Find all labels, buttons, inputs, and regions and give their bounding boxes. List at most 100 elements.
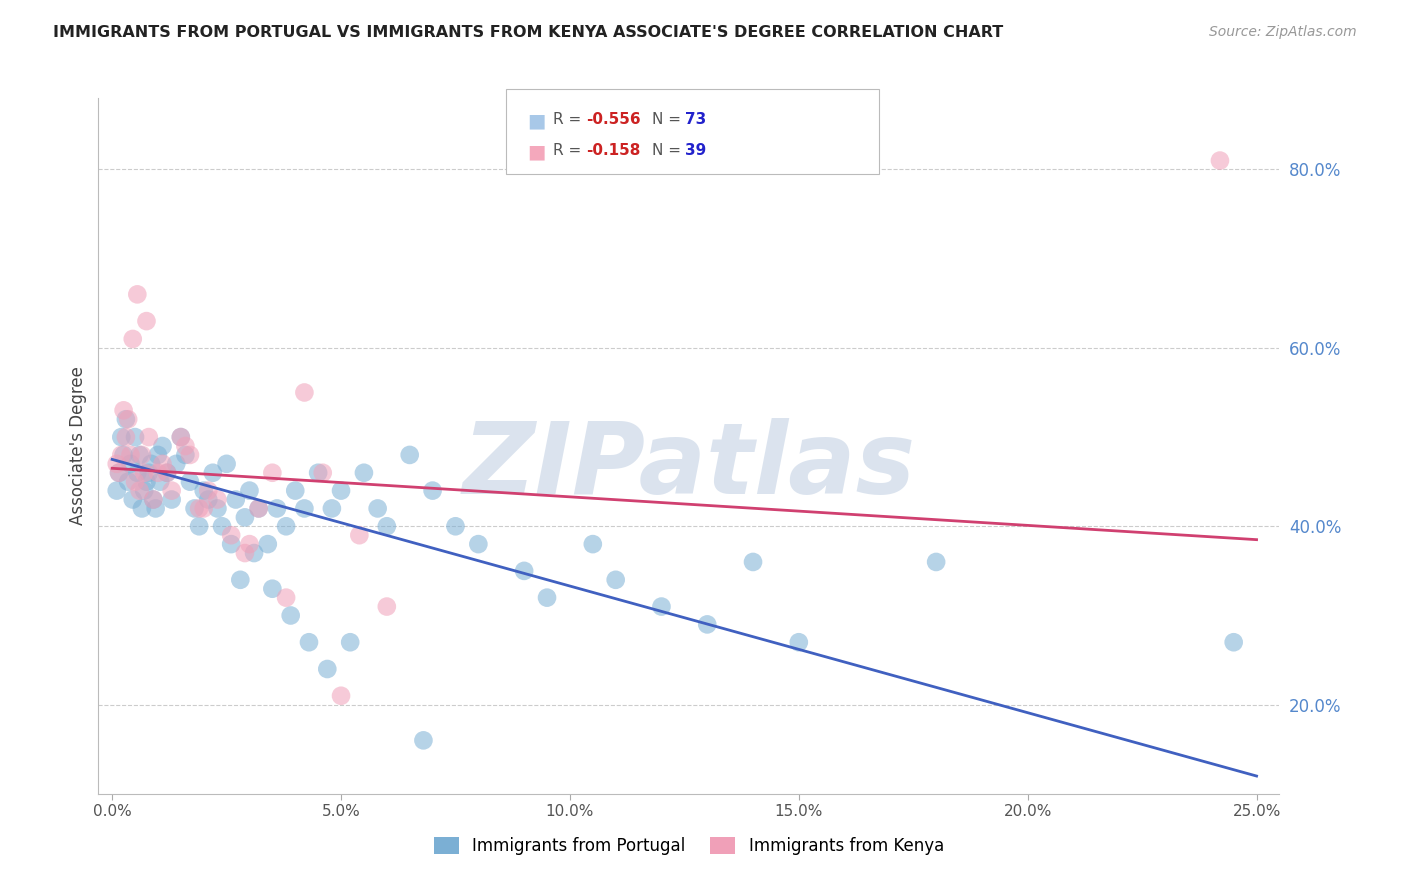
Point: [280, 608, 302, 623]
Point: [353, 466, 375, 480]
Point: [131, 448, 153, 462]
Point: [138, 466, 160, 480]
Point: [179, 448, 201, 462]
Point: [207, 492, 229, 507]
Point: [117, 412, 139, 426]
Point: [238, 537, 260, 551]
Point: [127, 466, 149, 480]
Point: [201, 466, 224, 480]
Point: [110, 430, 132, 444]
Point: [262, 466, 284, 480]
Point: [183, 501, 205, 516]
Point: [121, 492, 143, 507]
Point: [298, 635, 321, 649]
Point: [193, 501, 215, 516]
Point: [266, 501, 288, 516]
Point: [152, 439, 174, 453]
Point: [238, 483, 260, 498]
Point: [131, 501, 153, 516]
Point: [139, 457, 162, 471]
Point: [112, 403, 135, 417]
Point: [219, 528, 242, 542]
Point: [188, 519, 211, 533]
Point: [160, 483, 183, 498]
Point: [215, 457, 238, 471]
Point: [605, 573, 627, 587]
Point: [135, 314, 157, 328]
Point: [339, 635, 361, 649]
Point: [274, 519, 297, 533]
Text: -0.158: -0.158: [586, 143, 641, 158]
Point: [256, 537, 278, 551]
Point: [262, 582, 284, 596]
Point: [124, 430, 146, 444]
Point: [330, 483, 353, 498]
Point: [121, 332, 143, 346]
Point: [110, 448, 132, 462]
Point: [1222, 635, 1244, 649]
Point: [165, 457, 187, 471]
Point: [696, 617, 718, 632]
Point: [145, 501, 167, 516]
Point: [108, 466, 131, 480]
Text: N =: N =: [652, 143, 686, 158]
Point: [134, 483, 156, 498]
Point: [294, 501, 316, 516]
Text: N =: N =: [652, 112, 686, 127]
Text: ZIPatlas: ZIPatlas: [463, 418, 915, 516]
Point: [128, 483, 150, 498]
Point: [112, 448, 135, 462]
Point: [1209, 153, 1232, 168]
Point: [229, 573, 252, 587]
Point: [349, 528, 371, 542]
Point: [124, 475, 146, 489]
Text: -0.556: -0.556: [586, 112, 641, 127]
Point: [152, 457, 174, 471]
Point: [247, 501, 270, 516]
Point: [243, 546, 266, 560]
Point: [120, 448, 142, 462]
Point: [412, 733, 434, 747]
Point: [467, 537, 489, 551]
Point: [247, 501, 270, 516]
Point: [188, 501, 211, 516]
Point: [312, 466, 335, 480]
Text: 73: 73: [685, 112, 706, 127]
Point: [316, 662, 339, 676]
Text: ■: ■: [527, 112, 546, 130]
Point: [321, 501, 343, 516]
Point: [211, 519, 233, 533]
Point: [179, 475, 201, 489]
Text: Source: ZipAtlas.com: Source: ZipAtlas.com: [1209, 25, 1357, 39]
Point: [127, 287, 149, 301]
Point: [225, 492, 247, 507]
Point: [787, 635, 810, 649]
Point: [134, 466, 156, 480]
Point: [513, 564, 536, 578]
Point: [197, 492, 219, 507]
Point: [375, 519, 398, 533]
Point: [925, 555, 948, 569]
Text: 39: 39: [685, 143, 706, 158]
Point: [219, 537, 242, 551]
Point: [174, 448, 197, 462]
Point: [115, 430, 138, 444]
Point: [197, 483, 219, 498]
Point: [142, 492, 165, 507]
Point: [135, 475, 157, 489]
Point: [128, 448, 150, 462]
Point: [156, 466, 179, 480]
Point: [536, 591, 558, 605]
Point: [367, 501, 389, 516]
Point: [105, 457, 128, 471]
Point: [582, 537, 605, 551]
Point: [117, 475, 139, 489]
Point: [742, 555, 765, 569]
Text: R =: R =: [553, 143, 586, 158]
Point: [233, 546, 256, 560]
Point: [108, 466, 131, 480]
Point: [650, 599, 672, 614]
Point: [233, 510, 256, 524]
Point: [375, 599, 398, 614]
Point: [149, 475, 172, 489]
